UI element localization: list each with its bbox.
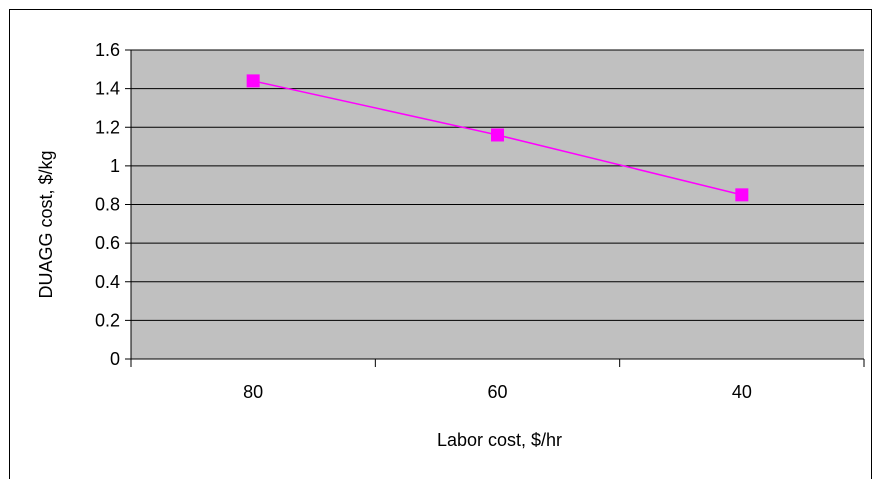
y-tick-label: 0	[110, 349, 120, 369]
y-tick-label: 0.6	[95, 233, 120, 253]
x-tick-labels: 80 60 40	[243, 382, 752, 402]
series-group	[246, 74, 749, 202]
y-axis-title: DUAGG cost, $/kg	[36, 150, 56, 298]
x-tick-label: 80	[243, 382, 263, 402]
y-tick-label: 0.4	[95, 272, 120, 292]
y-tick-label: 0.2	[95, 310, 120, 330]
y-tick-label: 1	[110, 156, 120, 176]
y-tick-label: 1.6	[95, 40, 120, 60]
data-point-marker	[491, 128, 504, 142]
gridlines	[125, 49, 864, 360]
axes	[130, 50, 865, 367]
y-tick-labels: 0 0.2 0.4 0.6 0.8 1 1.2 1.4 1.6	[95, 40, 120, 369]
x-tick-label: 60	[487, 382, 507, 402]
data-point-marker	[246, 74, 260, 88]
y-tick-label: 0.8	[95, 195, 120, 215]
x-axis-title: Labor cost, $/hr	[437, 430, 562, 450]
y-tick-label: 1.2	[95, 117, 120, 137]
data-point-marker	[735, 188, 749, 202]
y-tick-label: 1.4	[95, 79, 120, 99]
x-tick-label: 40	[732, 382, 752, 402]
